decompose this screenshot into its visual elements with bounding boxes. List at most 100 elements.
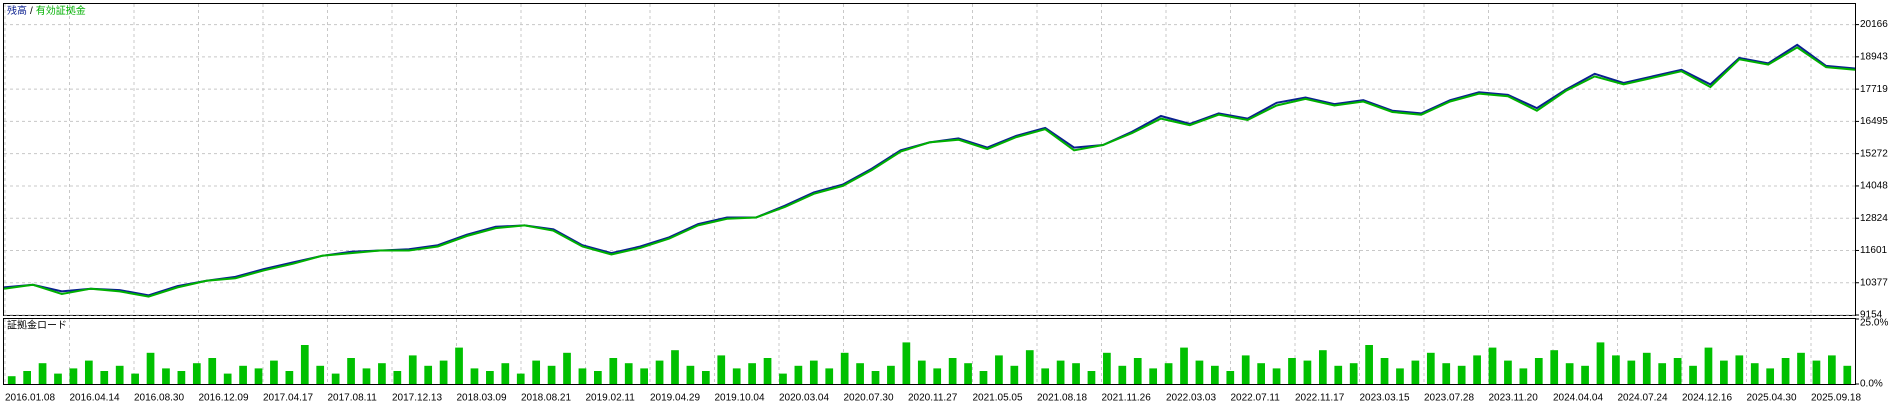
load-bar xyxy=(1380,358,1389,384)
load-bar xyxy=(270,360,278,384)
load-bar xyxy=(1396,368,1404,384)
load-bar xyxy=(516,373,525,384)
x-tick-label: 2016.01.08 xyxy=(5,393,55,404)
load-bar xyxy=(1812,360,1821,384)
x-tick-label: 2021.11.26 xyxy=(1102,393,1152,404)
load-title: 証拠金ロード xyxy=(7,319,67,332)
load-bar xyxy=(1720,360,1728,384)
load-bar xyxy=(177,371,186,384)
x-tick-label: 2022.03.03 xyxy=(1166,393,1216,404)
x-tick-label: 2017.04.17 xyxy=(263,393,313,404)
load-bar xyxy=(1303,360,1312,384)
load-bar xyxy=(1704,347,1713,384)
load-bar xyxy=(779,373,787,384)
load-bar xyxy=(1211,365,1219,384)
load-bar xyxy=(1103,352,1111,384)
legend-entry: 有効証拠金 xyxy=(36,4,86,17)
series-line xyxy=(3,43,1856,297)
x-tick-label: 2018.03.09 xyxy=(457,393,507,404)
load-bar xyxy=(563,352,571,384)
load-bar xyxy=(655,360,664,384)
x-tick-label: 2016.12.09 xyxy=(199,393,249,404)
load-bar xyxy=(1056,360,1065,384)
load-bar xyxy=(1596,342,1605,384)
load-bar xyxy=(1010,365,1019,384)
x-tick-label: 2016.08.30 xyxy=(134,393,184,404)
load-bar xyxy=(1627,360,1636,384)
load-bar xyxy=(763,358,772,384)
y-tick-label: 18943 xyxy=(1860,51,1888,62)
series-line xyxy=(3,46,1856,298)
x-tick-label: 2019.02.11 xyxy=(586,393,636,404)
load-bar xyxy=(23,371,31,384)
load-bar xyxy=(347,358,355,384)
load-bar xyxy=(331,373,340,384)
legend: 残高 / 有効証拠金 xyxy=(7,4,86,17)
x-tick-label: 2021.08.18 xyxy=(1037,393,1087,404)
load-bar xyxy=(1504,360,1512,384)
main-panel xyxy=(3,3,1856,316)
x-tick-label: 2016.04.14 xyxy=(70,393,120,404)
load-bar xyxy=(1072,363,1080,384)
load-bar xyxy=(378,363,386,384)
y-tick-label: 16495 xyxy=(1860,116,1888,127)
load-bar xyxy=(223,373,232,384)
load-bar xyxy=(1118,365,1127,384)
load-bar xyxy=(424,365,433,384)
load-bar xyxy=(362,368,371,384)
load-bar xyxy=(1488,347,1497,384)
load-bar xyxy=(1781,358,1790,384)
load-bar xyxy=(948,358,957,384)
load-bar xyxy=(1041,368,1050,384)
load-bar xyxy=(701,371,710,384)
y-tick-label: 10377 xyxy=(1860,277,1888,288)
load-bar xyxy=(146,352,155,384)
x-tick-label: 2022.07.11 xyxy=(1231,393,1281,404)
load-bar xyxy=(624,363,633,384)
load-bar xyxy=(1087,371,1096,384)
x-tick-label: 2024.12.16 xyxy=(1682,393,1732,404)
load-bar xyxy=(393,371,402,384)
load-bar xyxy=(1442,363,1451,384)
x-tick-label: 2022.11.17 xyxy=(1295,393,1345,404)
load-bar xyxy=(1149,368,1158,384)
load-bar xyxy=(316,365,325,384)
x-tick-label: 2024.07.24 xyxy=(1618,393,1668,404)
load-bar xyxy=(1164,363,1173,384)
load-bar xyxy=(1534,358,1543,384)
x-tick-label: 2020.07.30 xyxy=(844,393,894,404)
x-tick-label: 2023.11.20 xyxy=(1489,393,1539,404)
load-bar xyxy=(979,371,988,384)
load-bar xyxy=(1689,365,1697,384)
load-bar xyxy=(69,368,78,384)
x-tick-label: 2024.04.04 xyxy=(1553,393,1603,404)
load-bar xyxy=(455,347,463,384)
load-bar xyxy=(131,373,139,384)
load-bar xyxy=(501,363,510,384)
load-bar xyxy=(1272,368,1281,384)
load-bar xyxy=(686,365,695,384)
y-tick-label: 12824 xyxy=(1860,213,1888,224)
load-bar xyxy=(1195,360,1204,384)
load-bar xyxy=(748,363,756,384)
load-bar xyxy=(1735,355,1744,384)
load-bar xyxy=(887,365,895,384)
load-bar xyxy=(285,371,294,384)
legend-entry: 残高 xyxy=(7,4,27,17)
load-bar xyxy=(1318,350,1327,384)
x-tick-label: 2021.05.05 xyxy=(973,393,1023,404)
y-tick-label: 11601 xyxy=(1860,245,1888,256)
load-bar xyxy=(1843,365,1852,384)
y-tick-label: 0.0% xyxy=(1860,379,1883,390)
load-bar xyxy=(1750,363,1759,384)
load-bar xyxy=(1550,350,1559,384)
load-bar xyxy=(732,368,741,384)
x-tick-label: 2020.11.27 xyxy=(908,393,958,404)
load-bar xyxy=(1180,347,1188,384)
load-bar xyxy=(532,360,541,384)
load-bar xyxy=(594,371,602,384)
load-bar xyxy=(917,360,926,384)
load-bar xyxy=(1473,355,1481,384)
load-bar xyxy=(1411,360,1420,384)
